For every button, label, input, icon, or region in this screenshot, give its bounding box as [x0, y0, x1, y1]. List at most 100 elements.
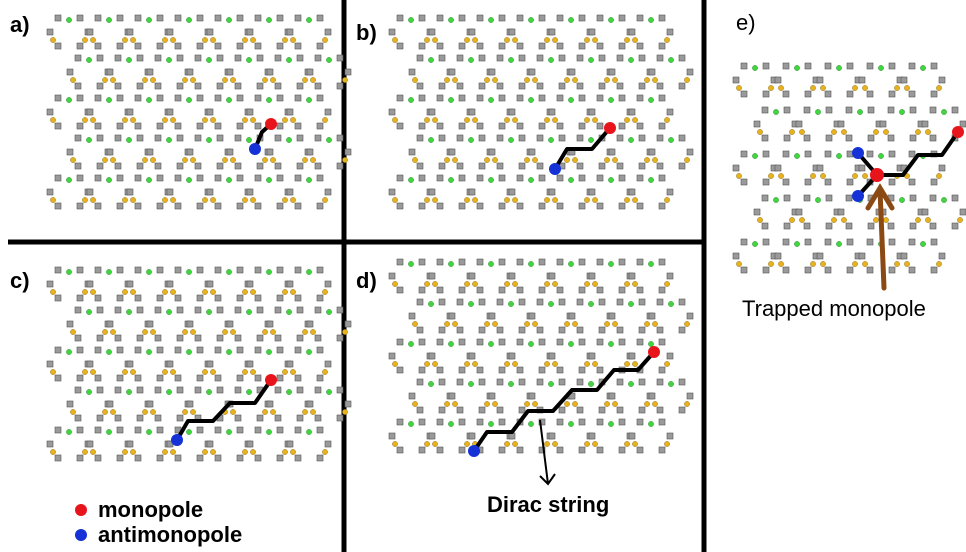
- spin-site: [196, 294, 204, 302]
- spin-site: [476, 258, 484, 266]
- orange-vertex: [70, 409, 76, 415]
- spin-site: [866, 238, 874, 246]
- spin-site: [636, 286, 644, 294]
- spin-site: [206, 188, 214, 196]
- orange-vertex: [302, 77, 308, 83]
- spin-site: [76, 426, 84, 434]
- orange-vertex: [290, 117, 296, 123]
- orange-vertex: [925, 217, 931, 223]
- spin-site: [254, 426, 262, 434]
- orange-vertex: [150, 77, 156, 83]
- spin-site: [396, 202, 404, 210]
- spin-site: [762, 238, 770, 246]
- spin-site: [236, 42, 244, 50]
- spin-site: [154, 306, 162, 314]
- monopole-marker: [952, 126, 964, 138]
- spin-site: [795, 208, 803, 216]
- spin-site: [428, 108, 436, 116]
- green-vertex: [266, 177, 272, 183]
- spin-site: [154, 82, 162, 90]
- spin-site: [782, 150, 790, 158]
- spin-site: [468, 108, 476, 116]
- spin-site: [498, 202, 506, 210]
- spin-site: [436, 94, 444, 102]
- green-vertex: [66, 349, 72, 355]
- spin-site: [94, 266, 102, 274]
- spin-site: [476, 418, 484, 426]
- spin-site: [678, 406, 686, 414]
- spin-site: [396, 42, 404, 50]
- spin-site: [846, 238, 854, 246]
- spin-site: [438, 162, 446, 170]
- spin-site: [336, 162, 344, 170]
- spin-site: [803, 106, 811, 114]
- spin-site: [596, 122, 604, 130]
- orange-vertex: [392, 441, 398, 447]
- spin-site: [94, 374, 102, 382]
- spin-site: [316, 426, 324, 434]
- orange-vertex: [584, 441, 590, 447]
- spin-site: [154, 386, 162, 394]
- spin-site: [324, 28, 332, 36]
- spin-site: [598, 162, 606, 170]
- orange-vertex: [444, 401, 450, 407]
- orange-vertex: [544, 117, 550, 123]
- spin-site: [94, 14, 102, 22]
- spin-site: [196, 374, 204, 382]
- spin-site: [156, 122, 164, 130]
- spin-site: [416, 82, 424, 90]
- orange-vertex: [644, 321, 650, 327]
- spin-site: [276, 94, 284, 102]
- orange-vertex: [524, 77, 530, 83]
- spin-site: [478, 162, 486, 170]
- spin-site: [116, 174, 124, 182]
- spin-site: [314, 386, 322, 394]
- green-vertex: [66, 429, 72, 435]
- spin-site: [538, 202, 546, 210]
- green-vertex: [488, 261, 494, 267]
- spin-site: [804, 150, 812, 158]
- spin-site: [86, 108, 94, 116]
- orange-vertex: [789, 217, 795, 223]
- spin-site: [314, 414, 322, 422]
- spin-site: [296, 82, 304, 90]
- green-vertex: [66, 17, 72, 23]
- orange-vertex: [202, 449, 208, 455]
- spin-site: [816, 164, 824, 172]
- spin-site: [94, 426, 102, 434]
- spin-site: [458, 286, 466, 294]
- spin-site: [558, 326, 566, 334]
- spin-site: [296, 414, 304, 422]
- spin-site: [344, 320, 352, 328]
- orange-vertex: [162, 37, 168, 43]
- orange-vertex: [564, 77, 570, 83]
- spin-site: [753, 120, 761, 128]
- spin-site: [196, 454, 204, 462]
- orange-vertex: [572, 157, 578, 163]
- spin-site: [908, 62, 916, 70]
- spin-site: [174, 374, 182, 382]
- spin-site: [618, 174, 626, 182]
- green-vertex: [408, 17, 414, 23]
- spin-site: [106, 148, 114, 156]
- spin-site: [246, 108, 254, 116]
- orange-vertex: [512, 197, 518, 203]
- spin-site: [436, 122, 444, 130]
- spin-site: [488, 68, 496, 76]
- green-vertex: [326, 57, 332, 63]
- green-vertex: [286, 57, 292, 63]
- spin-site: [656, 326, 664, 334]
- spin-site: [867, 106, 875, 114]
- orange-vertex: [130, 369, 136, 375]
- spin-site: [94, 174, 102, 182]
- orange-vertex: [504, 37, 510, 43]
- spin-site: [478, 378, 486, 386]
- orange-vertex: [612, 157, 618, 163]
- spin-site: [428, 352, 436, 360]
- orange-vertex: [512, 281, 518, 287]
- orange-vertex: [624, 361, 630, 367]
- orange-vertex: [282, 289, 288, 295]
- spin-site: [508, 352, 516, 360]
- spin-site: [286, 360, 294, 368]
- spin-site: [266, 400, 274, 408]
